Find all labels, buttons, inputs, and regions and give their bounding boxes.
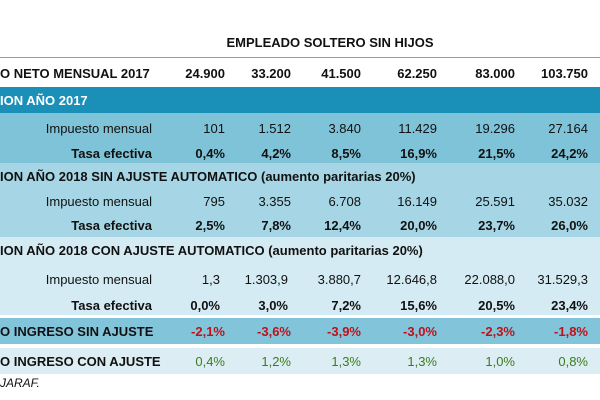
tasa-value: 26,0% [551, 217, 588, 233]
source-text: JARAF. [0, 376, 40, 390]
variacion-sin-value: -3,6% [257, 323, 291, 339]
impuesto-value: 3.840 [328, 120, 361, 136]
header-row: O NETO MENSUAL 2017 24.900 33.200 41.500… [0, 57, 600, 89]
tasa-value: 21,5% [478, 145, 515, 161]
table-row: Tasa efectiva 0,0% 3,0% 7,2% 15,6% 20,5%… [0, 295, 600, 315]
tasa-value: 24,2% [551, 145, 588, 161]
header-value: 83.000 [475, 65, 515, 81]
section-2018-sin-title: ION AÑO 2018 SIN AJUSTE AUTOMATICO (aume… [0, 168, 416, 184]
variacion-sin-row: O INGRESO SIN AJUSTE -2,1% -3,6% -3,9% -… [0, 318, 600, 344]
variacion-sin-value: -2,1% [191, 323, 225, 339]
table-row: Tasa efectiva 2,5% 7,8% 12,4% 20,0% 23,7… [0, 213, 600, 237]
variacion-sin-value: -3,9% [327, 323, 361, 339]
impuesto-value: 3.355 [258, 193, 291, 209]
table-title-row: EMPLEADO SOLTERO SIN HIJOS [0, 30, 600, 54]
table-title: EMPLEADO SOLTERO SIN HIJOS [226, 34, 434, 50]
variacion-con-value: 0,8% [558, 353, 588, 369]
section-2018-sin-title-row: ION AÑO 2018 SIN AJUSTE AUTOMATICO (aume… [0, 163, 600, 189]
tasa-value: 0,0% [190, 297, 220, 313]
tasa-value: 15,6% [400, 297, 437, 313]
impuesto-value: 795 [203, 193, 225, 209]
variacion-sin-value: -2,3% [481, 323, 515, 339]
impuesto-value: 25.591 [475, 193, 515, 209]
tasa-label: Tasa efectiva [71, 297, 152, 313]
tasa-value: 7,8% [261, 217, 291, 233]
tasa-value: 8,5% [331, 145, 361, 161]
variacion-con-value: 1,3% [407, 353, 437, 369]
table-row: Impuesto mensual 101 1.512 3.840 11.429 … [0, 113, 600, 143]
variacion-sin-value: -3,0% [403, 323, 437, 339]
tasa-value: 20,5% [478, 297, 515, 313]
tasa-value: 16,9% [400, 145, 437, 161]
section-2018-con-title-row: ION AÑO 2018 CON AJUSTE AUTOMATICO (aume… [0, 237, 600, 263]
variacion-con-value: 0,4% [195, 353, 225, 369]
tasa-value: 0,4% [195, 145, 225, 161]
header-label: O NETO MENSUAL 2017 [0, 65, 150, 81]
impuesto-value: 19.296 [475, 120, 515, 136]
header-value: 103.750 [541, 65, 588, 81]
tasa-value: 23,4% [551, 297, 588, 313]
header-value: 33.200 [251, 65, 291, 81]
section-2017-title-row: ION AÑO 2017 [0, 87, 600, 113]
impuesto-label: Impuesto mensual [45, 120, 152, 136]
impuesto-value: 1.303,9 [244, 271, 288, 287]
tasa-value: 2,5% [195, 217, 225, 233]
impuesto-value: 16.149 [397, 193, 437, 209]
impuesto-value: 11.429 [398, 120, 437, 136]
impuesto-value: 1.512 [258, 120, 291, 136]
variacion-con-value: 1,2% [261, 353, 291, 369]
header-value: 24.900 [185, 65, 225, 81]
tasa-label: Tasa efectiva [71, 217, 152, 233]
variacion-con-row: O INGRESO CON AJUSTE 0,4% 1,2% 1,3% 1,3%… [0, 348, 600, 374]
impuesto-label: Impuesto mensual [45, 193, 152, 209]
tasa-label: Tasa efectiva [71, 145, 152, 161]
table-row: Impuesto mensual 795 3.355 6.708 16.149 … [0, 189, 600, 213]
impuesto-value: 31.529,3 [537, 271, 588, 287]
impuesto-value: 3.880,7 [317, 271, 361, 287]
variacion-con-value: 1,0% [485, 353, 515, 369]
source-row: JARAF. [0, 374, 600, 392]
header-value: 62.250 [397, 65, 437, 81]
impuesto-value: 1,3 [201, 271, 220, 287]
tasa-value: 23,7% [478, 217, 515, 233]
impuesto-value: 35.032 [548, 193, 588, 209]
impuesto-value: 6.708 [328, 193, 361, 209]
variacion-sin-value: -1,8% [554, 323, 588, 339]
tasa-value: 20,0% [400, 217, 437, 233]
tasa-value: 4,2% [261, 145, 291, 161]
variacion-sin-label: O INGRESO SIN AJUSTE [0, 323, 154, 339]
table-row: Impuesto mensual 1,3 1.303,9 3.880,7 12.… [0, 263, 600, 295]
header-value: 41.500 [321, 65, 361, 81]
section-2018-con-title: ION AÑO 2018 CON AJUSTE AUTOMATICO (aume… [0, 242, 423, 258]
impuesto-value: 27.164 [548, 120, 588, 136]
impuesto-value: 22.088,0 [464, 271, 515, 287]
tasa-value: 3,0% [258, 297, 288, 313]
tasa-value: 12,4% [324, 217, 361, 233]
impuesto-label: Impuesto mensual [45, 271, 152, 287]
tasa-value: 7,2% [331, 297, 361, 313]
table-row: Tasa efectiva 0,4% 4,2% 8,5% 16,9% 21,5%… [0, 143, 600, 163]
impuesto-value: 12.646,8 [386, 271, 437, 287]
impuesto-value: 101 [203, 120, 225, 136]
section-2017-title: ION AÑO 2017 [0, 92, 88, 108]
variacion-con-label: O INGRESO CON AJUSTE [0, 353, 161, 369]
variacion-con-value: 1,3% [331, 353, 361, 369]
